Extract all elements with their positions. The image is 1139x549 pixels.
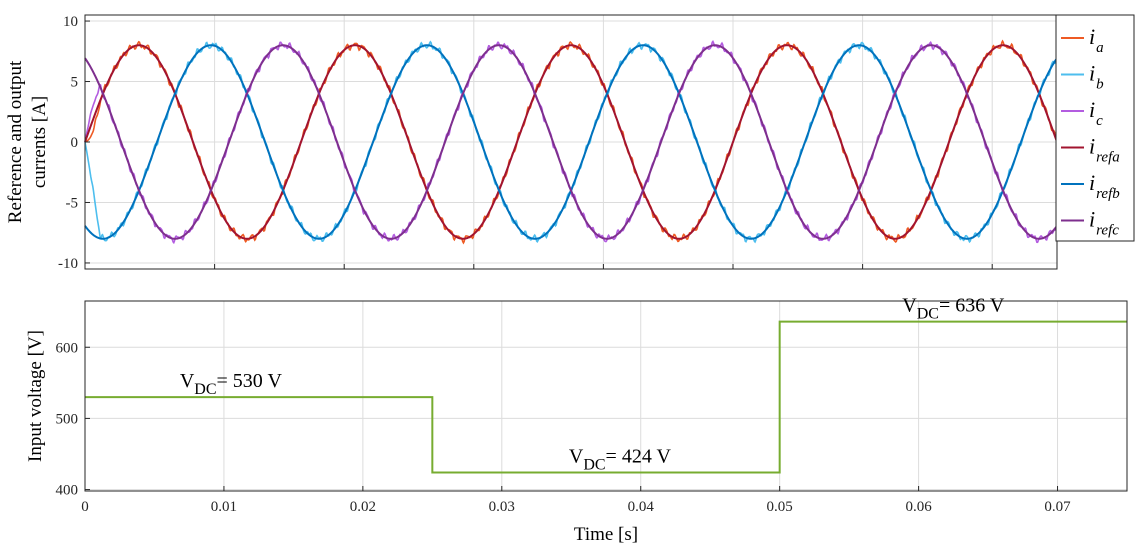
currents-ytick-label: 0: [71, 135, 79, 151]
currents-ylabel-line2: currents [A]: [29, 96, 50, 188]
series-i-refa: [84, 44, 1058, 240]
voltage-xtick-label: 0.05: [767, 499, 793, 515]
voltage-ticks: 400 500 600 0 0.01 0.02 0.03 0.04 0.05 0.06 0.07: [56, 340, 1072, 515]
currents-plot: -10 -5 0 5 10 Reference and output currents …: [5, 14, 1135, 272]
voltage-ytick-label: 600: [56, 340, 79, 356]
voltage-xtick-label: 0.03: [489, 499, 515, 515]
voltage-xtick-label: 0.01: [211, 499, 237, 515]
currents-ytick-label: -5: [66, 195, 79, 211]
currents-series: [84, 39, 1058, 245]
currents-ytick-label: 10: [63, 14, 78, 30]
voltage-axes-box: [84, 300, 1128, 492]
currents-ytick-label: -10: [58, 256, 78, 272]
currents-ylabel-line1: Reference and output: [5, 60, 26, 223]
currents-ticks: -10 -5 0 5 10: [58, 14, 993, 272]
voltage-ytick-label: 400: [56, 483, 79, 499]
series-vdc: [85, 320, 1127, 474]
voltage-xtick-label: 0.02: [350, 499, 376, 515]
currents-grid: [84, 15, 1057, 269]
voltage-xtick-label: 0: [81, 499, 89, 515]
voltage-xtick-label: 0.07: [1044, 499, 1071, 515]
voltage-ytick-label: 500: [56, 411, 79, 427]
voltage-series: [85, 320, 1127, 474]
voltage-xtick-label: 0.04: [628, 499, 655, 515]
series-i-refc: [84, 44, 1058, 240]
voltage-xlabel: Time [s]: [574, 524, 638, 545]
currents-ytick-label: 5: [71, 75, 79, 91]
voltage-grid: [84, 301, 1127, 491]
legend-box: [1055, 14, 1135, 242]
voltage-ylabel: Input voltage [V]: [25, 330, 46, 462]
voltage-xtick-label: 0.06: [905, 499, 932, 515]
